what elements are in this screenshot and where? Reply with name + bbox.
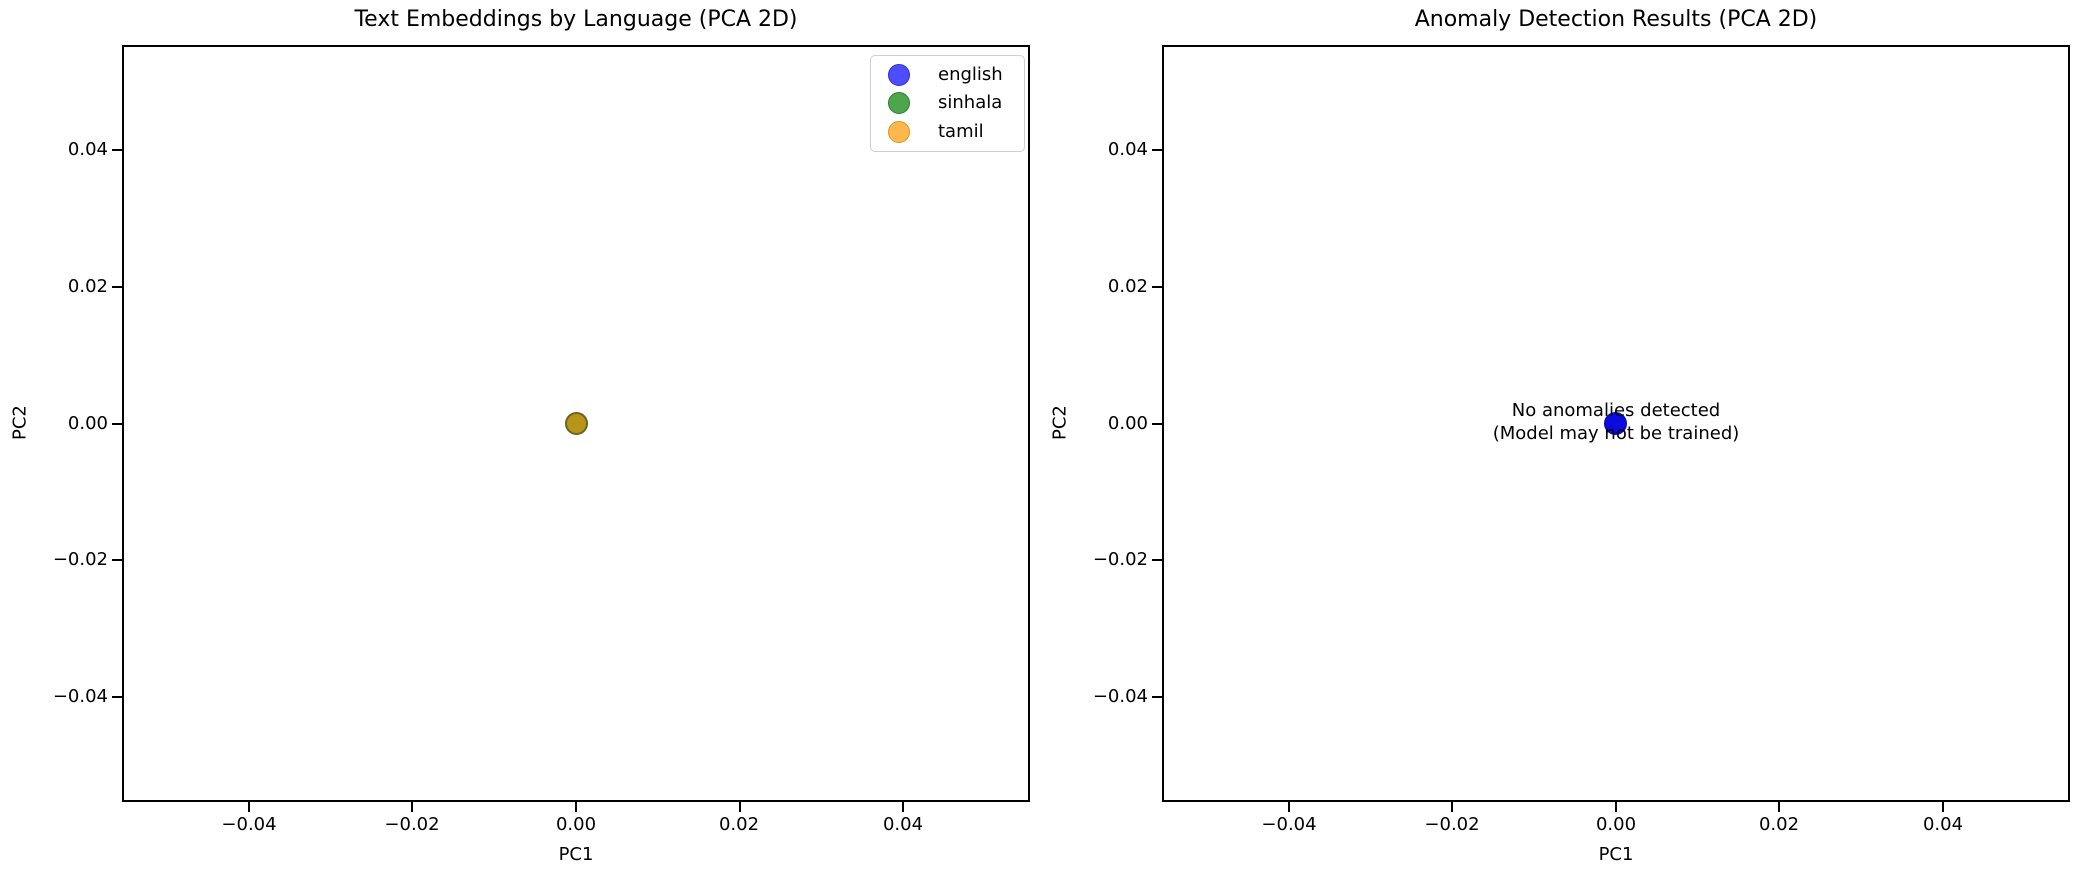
x-tick-label: 0.02	[718, 814, 760, 835]
y-tick-label: 0.04	[1107, 139, 1148, 160]
overlap-scatter-point	[565, 412, 588, 435]
y-tick-label: −0.02	[1092, 549, 1148, 570]
x-tick	[1942, 802, 1944, 812]
x-tick	[1288, 802, 1290, 812]
legend-item-english: english	[888, 64, 1014, 87]
y-tick	[112, 696, 122, 698]
x-tick-label: 0.00	[1595, 814, 1637, 835]
y-tick-label: −0.04	[1092, 686, 1148, 707]
x-tick-label: 0.02	[1758, 814, 1800, 835]
left-yaxis-label: PC2	[9, 405, 31, 441]
y-tick	[112, 423, 122, 425]
no-anomalies-annotation: No anomalies detected (Model may not be …	[1162, 399, 2070, 445]
tamil-marker-icon	[888, 120, 910, 143]
x-tick	[248, 802, 250, 812]
y-tick-label: 0.02	[67, 276, 108, 297]
y-tick	[112, 286, 122, 288]
legend-label: tamil	[938, 120, 984, 142]
y-tick-label: 0.00	[1107, 413, 1148, 434]
x-tick	[739, 802, 741, 812]
y-tick	[1152, 286, 1162, 288]
left-plot-title: Text Embeddings by Language (PCA 2D)	[354, 7, 798, 32]
legend: english sinhala tamil	[870, 55, 1025, 152]
right-xaxis-label: PC1	[1598, 844, 1634, 865]
x-tick	[1451, 802, 1453, 812]
sinhala-marker-icon	[888, 92, 910, 115]
right-yaxis-label: PC2	[1049, 405, 1071, 441]
english-marker-icon	[888, 64, 910, 87]
y-tick-label: 0.04	[67, 139, 108, 160]
x-tick-label: 0.04	[882, 814, 924, 835]
x-tick-label: −0.04	[1261, 814, 1317, 835]
legend-label: sinhala	[938, 92, 1003, 114]
x-tick-label: −0.04	[221, 814, 277, 835]
y-tick-label: −0.02	[52, 549, 108, 570]
y-tick	[1152, 423, 1162, 425]
y-tick-label: 0.00	[67, 413, 108, 434]
x-tick	[575, 802, 577, 812]
y-tick-label: 0.02	[1107, 276, 1148, 297]
left-xaxis-label: PC1	[558, 844, 594, 865]
x-tick	[411, 802, 413, 812]
right-plot-title: Anomaly Detection Results (PCA 2D)	[1414, 7, 1818, 32]
y-tick-label: −0.04	[52, 686, 108, 707]
legend-item-tamil: tamil	[888, 120, 1014, 143]
legend-item-sinhala: sinhala	[888, 92, 1014, 115]
y-tick	[112, 559, 122, 561]
y-tick	[1152, 559, 1162, 561]
annotation-line-1: No anomalies detected	[1511, 400, 1721, 421]
x-tick-label: 0.00	[555, 814, 597, 835]
x-tick	[1778, 802, 1780, 812]
normal-scatter-point	[1604, 412, 1627, 435]
x-tick-label: 0.04	[1922, 814, 1964, 835]
x-tick-label: −0.02	[384, 814, 440, 835]
y-tick	[112, 149, 122, 151]
x-tick	[1615, 802, 1617, 812]
legend-label: english	[938, 64, 1003, 86]
x-tick-label: −0.02	[1424, 814, 1480, 835]
x-tick	[902, 802, 904, 812]
annotation-line-2: (Model may not be trained)	[1492, 423, 1740, 444]
y-tick	[1152, 696, 1162, 698]
y-tick	[1152, 149, 1162, 151]
